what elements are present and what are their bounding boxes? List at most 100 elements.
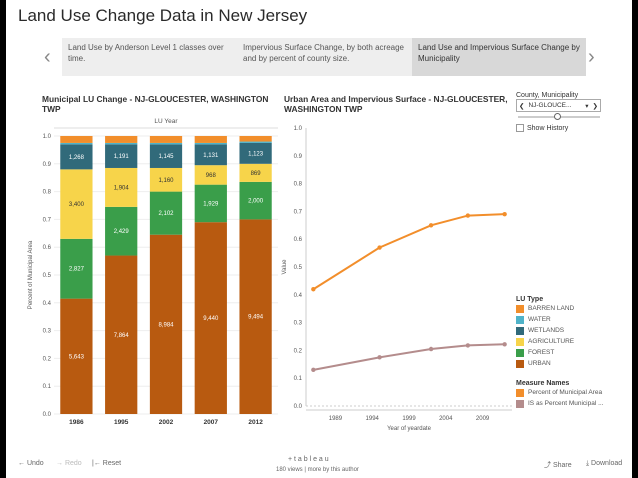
left-chart-title: Municipal LU Change - NJ-GLOUCESTER, WAS…: [42, 94, 269, 114]
bar-label-forest-1986: 2,827: [69, 267, 85, 273]
line-y-tick-5: 0.5: [294, 265, 303, 271]
line-y-axis-label: Value: [282, 259, 288, 275]
show-history-checkbox[interactable]: [516, 124, 524, 132]
bar-agriculture-2012: [239, 163, 272, 182]
next-story-arrow-icon[interactable]: ›: [588, 46, 595, 68]
bar-x-tick-2007: 2007: [204, 419, 219, 426]
lu-legend-item-2-label: WETLANDS: [528, 327, 565, 334]
line-point-0-2007: [465, 213, 471, 218]
measure-legend-items: Percent of Municipal Area IS as Percent M…: [516, 387, 604, 409]
lu-legend-item-0[interactable]: BARREN LAND: [516, 303, 574, 314]
stacked-bar-chart: LU Year Percent of Municipal Area 0.0 0.1 0.…: [28, 118, 278, 426]
story-point-1[interactable]: Land Use by Anderson Level 1 classes ove…: [62, 38, 236, 76]
bar-urban-2002: [149, 234, 183, 414]
line-y-tick-4: 0.4: [294, 293, 303, 299]
bar-urban-1995: [105, 255, 138, 414]
share-label: Share: [552, 462, 572, 469]
bar-water-2002: [149, 142, 183, 145]
story-point-2[interactable]: Impervious Surface Change, by both acrea…: [237, 38, 411, 76]
bar-forest-2002: [149, 191, 183, 235]
line-x-tick-1: 1994: [366, 416, 380, 422]
bar-y-axis-label: Percent of Municipal Area: [28, 240, 34, 309]
download-button[interactable]: ⤓ Download: [586, 460, 623, 467]
undo-button[interactable]: ← Undo: [18, 460, 44, 467]
share-button[interactable]: ⤴ Share: [544, 462, 572, 469]
lu-legend-item-5-label: URBAN: [528, 360, 551, 367]
line-point-0-1995: [377, 245, 382, 250]
bar-label-wetlands-2002: 1,145: [158, 154, 174, 160]
dropdown-next-icon[interactable]: ❯: [592, 102, 598, 110]
bar-label-wetlands-1986: 1,268: [69, 155, 85, 161]
bar-label-forest-1995: 2,429: [114, 229, 130, 235]
bar-label-urban-1995: 7,864: [114, 333, 130, 339]
tableau-logo: + t a b l e a u: [288, 456, 329, 463]
bar-y-tick-9: 0.9: [43, 162, 52, 168]
lu-legend-item-2[interactable]: WETLANDS: [516, 325, 574, 336]
redo-button[interactable]: → Redo: [56, 460, 82, 467]
bar-barren-land-2002: [149, 136, 183, 143]
prev-story-arrow-icon[interactable]: ‹: [44, 46, 51, 68]
lu-legend-item-3-label: AGRICULTURE: [528, 338, 575, 345]
line-point-1-2002: [428, 346, 434, 352]
measure-legend-item-0-swatch: [516, 388, 524, 397]
measure-legend-item-0-label: Percent of Municipal Area: [528, 389, 603, 396]
bar-label-agriculture-2007: 968: [206, 173, 217, 179]
measure-legend: Measure Names Percent of Municipal Area I…: [516, 380, 604, 409]
dashboard-frame: Land Use Change Data in New Jersey ‹ Lan…: [6, 0, 632, 478]
show-history-toggle[interactable]: Show History: [516, 124, 568, 132]
lu-legend-item-1-swatch: [516, 315, 524, 324]
history-slider-handle[interactable]: [554, 113, 561, 120]
chevron-down-icon[interactable]: ▾: [585, 102, 589, 110]
views-count[interactable]: 180 views | more by this author: [276, 467, 359, 473]
lu-legend-items: BARREN LAND WATER WETLANDS AGRICULTURE FORES…: [516, 303, 574, 369]
line-point-0-2012: [502, 211, 507, 217]
bar-label-wetlands-2007: 1,131: [203, 153, 219, 159]
lu-legend-item-4-label: FOREST: [528, 349, 555, 356]
bar-forest-1995: [105, 206, 138, 256]
line-y-tick-3: 0.3: [294, 321, 303, 327]
reset-label: Reset: [102, 460, 122, 467]
bar-y-tick-3: 0.3: [43, 329, 52, 335]
bar-x-tick-2002: 2002: [159, 419, 174, 426]
bar-agriculture-2007: [194, 165, 227, 185]
municipality-dropdown[interactable]: ❮ NJ-GLOUCE... ▾ ❯: [516, 99, 601, 112]
line-x-tick-3: 2004: [439, 416, 453, 422]
bottom-toolbar: ← Undo → Redo |← Reset + t a b l e a u 1…: [6, 454, 632, 478]
lu-legend-item-0-label: BARREN LAND: [528, 305, 575, 312]
bar-forest-2007: [194, 184, 227, 223]
bar-y-tick-7: 0.7: [43, 217, 52, 223]
bar-agriculture-1986: [60, 169, 93, 239]
bar-label-forest-2012: 2,000: [248, 199, 264, 205]
bar-y-tick-0: 0.0: [43, 412, 52, 418]
measure-legend-item-0[interactable]: Percent of Municipal Area: [516, 387, 604, 398]
lu-legend-title: LU Type: [516, 296, 544, 303]
line-y-tick-2: 0.2: [294, 348, 303, 354]
bar-barren-land-2012: [239, 136, 272, 142]
lu-legend-item-4[interactable]: FOREST: [516, 347, 574, 358]
bar-label-urban-2007: 9,440: [203, 316, 219, 322]
bar-label-agriculture-1995: 1,904: [114, 185, 130, 191]
line-y-tick-1: 0.1: [294, 376, 303, 382]
bar-wetlands-2012: [239, 142, 272, 164]
reset-button[interactable]: |← Reset: [92, 460, 122, 467]
bar-label-agriculture-1986: 3,400: [69, 202, 85, 208]
bar-wetlands-2007: [194, 144, 227, 166]
dropdown-prev-icon[interactable]: ❮: [519, 102, 525, 110]
measure-legend-item-1[interactable]: IS as Percent Municipal ...: [516, 398, 604, 409]
bar-x-tick-2012: 2012: [248, 419, 263, 426]
bar-agriculture-1995: [105, 167, 138, 207]
bar-label-forest-2002: 2,102: [158, 211, 174, 217]
bar-y-tick-8: 0.8: [43, 190, 52, 196]
story-point-3[interactable]: Land Use and Impervious Surface Change b…: [412, 38, 586, 76]
lu-legend-item-3[interactable]: AGRICULTURE: [516, 336, 574, 347]
bar-forest-1986: [60, 238, 93, 299]
line-y-tick-7: 0.7: [294, 209, 303, 215]
bar-wetlands-2002: [149, 144, 183, 168]
lu-legend-item-5[interactable]: URBAN: [516, 358, 574, 369]
line-y-tick-10: 1.0: [294, 126, 303, 132]
line-chart: Value 0.0 0.1 0.2 0.3 0.4 0.5 0.6 0.7 0.8 0.9 1.0 19…: [282, 126, 512, 432]
bar-top-label: LU Year: [154, 118, 178, 125]
line-y-tick-9: 0.9: [294, 154, 303, 160]
line-point-1-2007: [465, 343, 471, 348]
lu-legend-item-1[interactable]: WATER: [516, 314, 574, 325]
